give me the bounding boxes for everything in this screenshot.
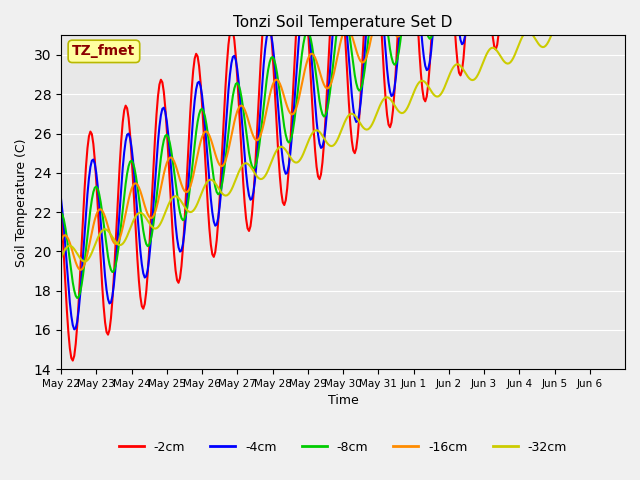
-32cm (57, 255, 65, 261)
Legend: -2cm, -4cm, -8cm, -16cm, -32cm: -2cm, -4cm, -8cm, -16cm, -32cm (114, 435, 572, 458)
-16cm (77, 267, 85, 273)
Text: TZ_fmet: TZ_fmet (72, 44, 136, 59)
-16cm (95, 207, 103, 213)
-4cm (70, 326, 78, 332)
-8cm (77, 282, 85, 288)
-32cm (76, 255, 84, 261)
-4cm (460, 40, 467, 46)
-2cm (57, 204, 65, 210)
X-axis label: Time: Time (328, 395, 358, 408)
-32cm (617, 2, 625, 8)
-32cm (95, 232, 103, 238)
-8cm (348, 51, 356, 57)
-8cm (57, 210, 65, 216)
-32cm (81, 259, 88, 264)
-4cm (77, 273, 85, 279)
Y-axis label: Soil Temperature (C): Soil Temperature (C) (15, 138, 28, 266)
Line: -2cm: -2cm (61, 0, 623, 360)
Line: -16cm: -16cm (61, 0, 623, 270)
-2cm (460, 56, 467, 61)
-2cm (77, 243, 85, 249)
-8cm (74, 295, 81, 301)
-8cm (460, 8, 467, 13)
-4cm (57, 196, 65, 202)
-4cm (95, 200, 103, 206)
-16cm (348, 33, 356, 38)
-8cm (95, 191, 103, 197)
Line: -32cm: -32cm (61, 0, 623, 262)
-32cm (460, 67, 467, 72)
-2cm (69, 358, 77, 363)
-2cm (95, 230, 103, 236)
-16cm (57, 238, 65, 244)
-16cm (76, 267, 84, 273)
-32cm (348, 111, 356, 117)
Title: Tonzi Soil Temperature Set D: Tonzi Soil Temperature Set D (234, 15, 452, 30)
-4cm (348, 92, 356, 98)
-32cm (620, 0, 627, 1)
-2cm (348, 138, 356, 144)
Line: -4cm: -4cm (61, 0, 623, 329)
Line: -8cm: -8cm (61, 0, 623, 298)
-32cm (543, 41, 551, 47)
